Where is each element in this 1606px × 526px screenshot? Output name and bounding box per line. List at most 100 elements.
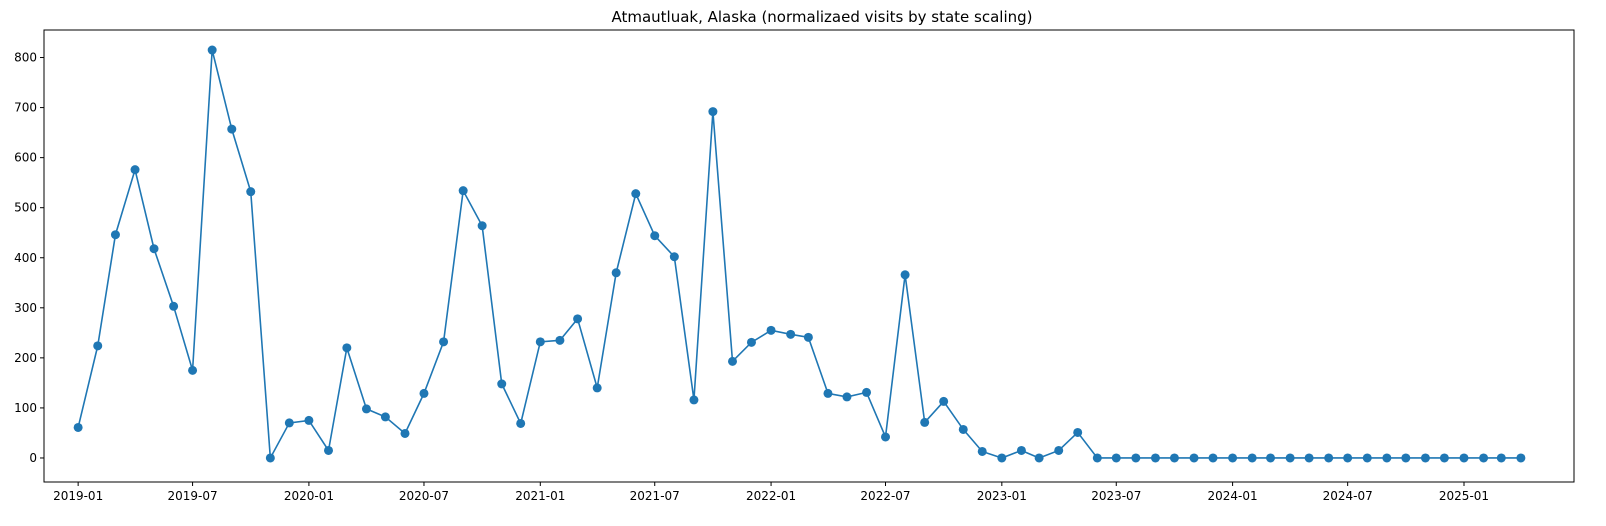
data-point	[611, 268, 621, 278]
data-point	[304, 415, 314, 425]
data-point	[439, 337, 449, 347]
data-point	[1016, 445, 1026, 455]
data-point	[1496, 453, 1506, 463]
data-point	[1189, 453, 1199, 463]
data-point	[977, 446, 987, 456]
x-tick-label: 2020-07	[399, 489, 449, 503]
y-tick-label: 500	[14, 201, 37, 215]
series-line	[77, 49, 1521, 461]
data-point	[920, 417, 930, 427]
y-tick-label: 800	[14, 51, 37, 65]
data-point	[1479, 453, 1489, 463]
data-point	[227, 124, 237, 134]
chart-title: Atmautluak, Alaska (normalizaed visits b…	[611, 8, 1032, 26]
x-tick-label: 2019-01	[53, 489, 103, 503]
data-point	[689, 395, 699, 405]
y-axis: 0 100 200 300 400 500 600 700 800	[14, 51, 44, 465]
data-point	[1034, 453, 1044, 463]
data-point	[130, 165, 140, 175]
data-point	[958, 424, 968, 434]
data-point	[535, 337, 545, 347]
y-tick-label: 300	[14, 301, 37, 315]
data-point	[573, 314, 583, 324]
data-point	[997, 453, 1007, 463]
data-point	[1285, 453, 1295, 463]
data-point	[1343, 453, 1353, 463]
data-point	[516, 418, 526, 428]
data-point	[400, 428, 410, 438]
data-point	[284, 418, 294, 428]
data-point	[939, 396, 949, 406]
y-tick-label: 400	[14, 251, 37, 265]
data-point	[110, 230, 120, 240]
data-point	[93, 341, 103, 351]
data-point	[149, 244, 159, 254]
data-point	[1382, 453, 1392, 463]
data-point	[1439, 453, 1449, 463]
data-point	[746, 337, 756, 347]
data-point	[1054, 445, 1064, 455]
data-point	[324, 445, 333, 455]
data-point	[900, 270, 910, 280]
data-point	[1111, 453, 1121, 463]
data-point	[728, 356, 737, 366]
data-point	[881, 432, 890, 442]
data-point	[419, 388, 429, 398]
y-tick-label: 100	[14, 401, 37, 415]
x-tick-label: 2020-01	[284, 489, 334, 503]
data-point	[1131, 453, 1141, 463]
data-point	[1304, 453, 1314, 463]
data-point	[1324, 453, 1334, 463]
data-point	[1516, 453, 1526, 463]
data-point	[1247, 453, 1257, 463]
data-point	[361, 404, 371, 414]
data-point	[766, 325, 776, 335]
data-point	[631, 189, 641, 199]
data-point	[265, 453, 275, 463]
data-point	[842, 392, 852, 402]
data-point	[823, 388, 833, 398]
x-axis: 2019-01 2019-07 2020-01 2020-07 2021-01 2021-…	[53, 482, 1489, 503]
data-point	[1266, 453, 1276, 463]
data-point	[188, 365, 198, 375]
x-tick-label: 2025-01	[1439, 489, 1489, 503]
data-point	[1228, 453, 1238, 463]
y-tick-label: 0	[29, 451, 37, 465]
data-point	[708, 107, 718, 117]
data-point	[497, 379, 507, 389]
data-point	[1401, 453, 1411, 463]
data-point	[786, 329, 796, 339]
x-tick-label: 2022-01	[746, 489, 796, 503]
y-tick-label: 600	[14, 151, 37, 165]
data-point	[555, 335, 565, 345]
data-point	[1150, 453, 1160, 463]
data-point	[862, 387, 872, 397]
data-point	[207, 45, 217, 55]
data-point	[342, 343, 352, 353]
data-point	[1169, 453, 1179, 463]
x-tick-label: 2021-07	[630, 489, 680, 503]
x-tick-label: 2024-01	[1208, 489, 1258, 503]
y-tick-label: 200	[14, 351, 37, 365]
data-point	[592, 383, 602, 393]
data-point	[246, 187, 256, 197]
data-point	[650, 231, 660, 241]
data-point	[1362, 453, 1372, 463]
x-tick-label: 2023-07	[1091, 489, 1141, 503]
data-point	[477, 221, 487, 231]
data-point	[669, 252, 679, 262]
data-point	[169, 301, 179, 311]
data-point	[1420, 453, 1430, 463]
x-tick-label: 2019-07	[168, 489, 218, 503]
x-tick-label: 2024-07	[1323, 489, 1373, 503]
data-point	[458, 186, 468, 196]
plot-frame	[43, 29, 1575, 483]
data-point	[73, 422, 83, 432]
x-tick-label: 2022-07	[860, 489, 910, 503]
x-tick-label: 2023-01	[977, 489, 1027, 503]
series-group	[73, 45, 1526, 463]
y-tick-label: 700	[14, 101, 37, 115]
data-point	[1073, 427, 1083, 437]
data-point	[1092, 453, 1102, 463]
